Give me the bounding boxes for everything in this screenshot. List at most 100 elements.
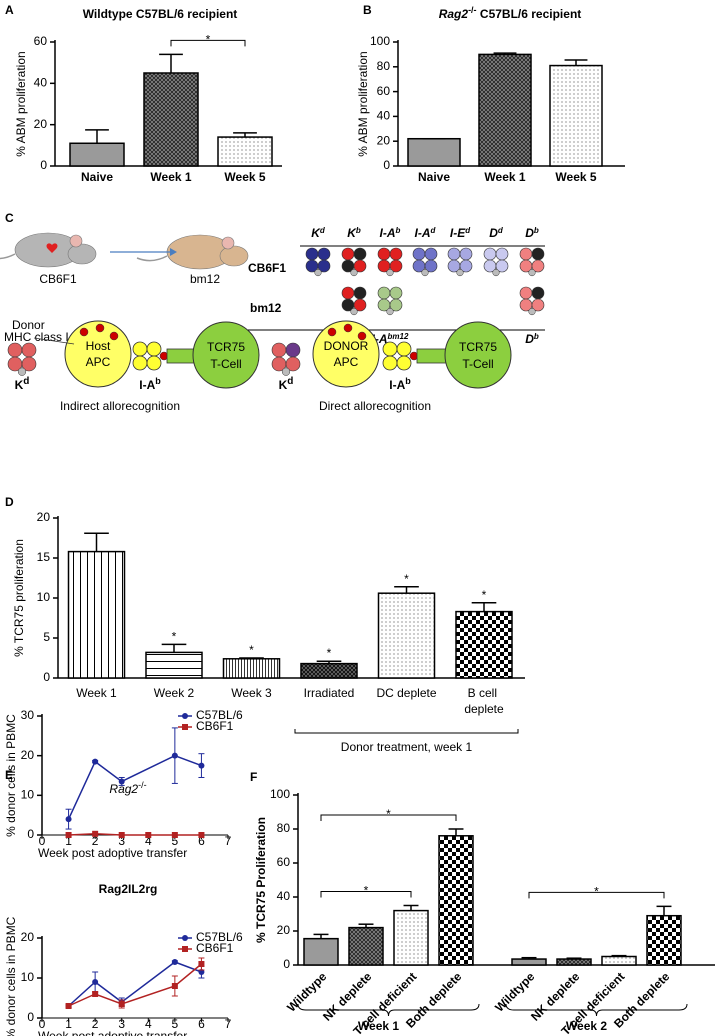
point <box>171 959 178 965</box>
tcell-label: T-Cell <box>210 357 241 371</box>
series-line <box>68 963 202 1007</box>
bar <box>549 64 603 167</box>
mhc-b2m <box>350 269 358 277</box>
y-tick-label: 100 <box>370 34 390 48</box>
allele-label: Db <box>525 332 539 347</box>
iab-subunit <box>146 341 162 357</box>
tcell-label: T-Cell <box>462 357 493 371</box>
heart <box>46 243 58 253</box>
x-tick-label: 6 <box>198 1017 205 1031</box>
mouse-tail <box>136 255 168 262</box>
kd-label-sup: d <box>287 376 293 387</box>
x-tick-label: 5 <box>172 834 179 848</box>
allele-label-sup: d <box>320 226 326 235</box>
allele-label-sup: b <box>356 226 361 235</box>
y-tick-label: 0 <box>27 827 34 841</box>
mhc-subunit <box>285 356 301 372</box>
panel-label: F <box>250 770 257 784</box>
chart-title-sup: -/- <box>138 780 147 790</box>
allele-label-base: D <box>525 332 534 346</box>
mhc-subunit <box>353 259 367 273</box>
mhc-subunit <box>389 247 403 261</box>
y-tick-label: 10 <box>21 788 35 802</box>
bar <box>438 835 474 966</box>
mhc-subunit <box>7 342 23 358</box>
bar <box>601 955 637 966</box>
panel-label: D <box>5 495 14 509</box>
iab-subunit <box>132 355 148 371</box>
x-tick-label: 5 <box>172 1017 179 1031</box>
allele-label: I-Ad <box>415 226 437 241</box>
mhc-subunit <box>531 259 545 273</box>
scheme-caption: Indirect allorecognition <box>60 399 180 413</box>
x-tick-label: Week 5 <box>224 170 265 184</box>
kd-label-base: K <box>15 378 24 392</box>
x-axis-label: Week post adoptive transfer <box>38 1029 187 1036</box>
legend-label: CB6F1 <box>196 719 234 733</box>
x-tick-label: 3 <box>118 1017 125 1031</box>
mhc-subunit <box>377 247 391 261</box>
mhc-subunit <box>412 247 426 261</box>
mhc-b2m <box>314 269 322 277</box>
y-tick-label: 60 <box>277 855 291 869</box>
group-label: Week 1 <box>358 1019 399 1033</box>
allele-label-base: D <box>489 226 498 240</box>
bar <box>300 662 358 679</box>
significance-bracket <box>528 891 665 899</box>
allele-label: Db <box>525 226 539 241</box>
significance: * <box>594 884 599 898</box>
chart-title-rest: C57BL/6 recipient <box>477 7 582 21</box>
mhc-subunit <box>317 247 331 261</box>
group-bracket <box>297 1003 480 1017</box>
y-axis-label: % donor cells in PBMC <box>4 714 18 837</box>
allele-label: Dd <box>489 226 504 241</box>
mhc-subunit <box>271 342 287 358</box>
point <box>65 1003 72 1009</box>
allele-label-sup: bm12 <box>388 332 409 341</box>
x-tick-label: 6 <box>198 834 205 848</box>
mouse-head <box>67 243 97 265</box>
mhc-subunit <box>341 286 355 300</box>
panel-label: A <box>5 3 14 17</box>
tcell-label: TCR75 <box>207 340 245 354</box>
significance: * <box>249 643 254 657</box>
mhc-subunit <box>21 356 37 372</box>
y-tick-label: 40 <box>34 76 48 90</box>
arrow-head <box>170 248 177 256</box>
x-tick-label: Week 1 <box>150 170 191 184</box>
series-line <box>68 833 202 836</box>
bar <box>377 592 436 679</box>
y-tick-label: 20 <box>377 133 391 147</box>
iab-subunit <box>396 355 412 371</box>
tcr <box>416 348 449 364</box>
chart-title-base: Rag2 <box>439 7 469 21</box>
allele-label: Kb <box>347 226 361 241</box>
x-tick-label: 0 <box>39 834 46 848</box>
mhc-b2m <box>350 308 358 316</box>
allele-label-base: D <box>525 226 534 240</box>
legend-marker <box>182 713 188 719</box>
legend-marker <box>182 935 188 941</box>
iab-subunit <box>132 341 148 357</box>
legend-label: C57BL/6 <box>196 708 243 722</box>
allele-label-sup: b <box>534 332 539 341</box>
y-tick-label: 0 <box>43 670 50 684</box>
y-tick-label: 20 <box>277 923 291 937</box>
chart-title: Rag2-/- C57BL/6 recipient <box>439 5 582 21</box>
point <box>198 961 205 967</box>
bar <box>222 658 281 679</box>
allele-label-base: K <box>347 226 357 240</box>
mhc-b2m <box>421 269 429 277</box>
panel-label: E <box>5 768 13 782</box>
x-tick-label: 3 <box>118 834 125 848</box>
allele-label-sup: b <box>534 226 539 235</box>
y-tick-label: 20 <box>34 117 48 131</box>
legend-marker <box>182 946 188 952</box>
iab-subunit <box>382 341 398 357</box>
group-bracket <box>505 1003 688 1017</box>
point <box>198 832 205 838</box>
allele-label-sup: d <box>498 226 504 235</box>
y-tick-label: 40 <box>377 109 391 123</box>
legend-label: C57BL/6 <box>196 930 243 944</box>
